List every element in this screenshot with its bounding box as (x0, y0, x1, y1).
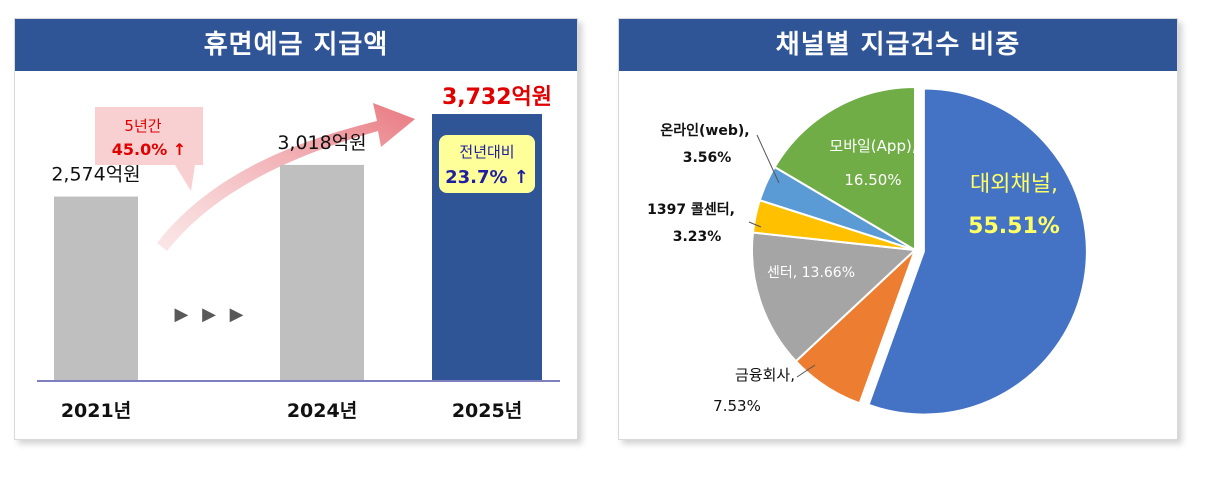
pie-label-5: 모바일(App), (829, 137, 916, 155)
x-tick-label-2: 2025년 (452, 400, 522, 422)
yoy-callout-box (439, 135, 535, 193)
growth-callout-label: 5년간 (124, 117, 161, 135)
leader-line-4 (756, 134, 780, 184)
pie-label-4: 온라인(web), (660, 122, 749, 139)
pie-slice-0 (867, 87, 1088, 416)
pie-value-label-3: 3.23% (673, 229, 722, 245)
leader-line-1 (796, 364, 816, 378)
payout-amount-panel: 휴면예금 지급액 2,574억원 2021년 3,018억원 2024년 3,732억원… (14, 18, 578, 440)
bar-0 (54, 196, 138, 380)
gap-arrows: ▶ ▶ ▶ (175, 304, 248, 325)
x-tick-label-1: 2024년 (287, 400, 357, 422)
pie-label-1: 금융회사, (735, 366, 795, 384)
pie-label-0: 대외채널, (970, 172, 1058, 197)
pie-value-label-0: 55.51% (968, 214, 1060, 239)
bar-1 (280, 164, 364, 380)
growth-arrow (157, 103, 415, 251)
yoy-callout-value: 23.7% ↑ (445, 167, 529, 188)
bar-value-label-1: 3,018억원 (277, 132, 366, 154)
bar-value-label-2: 3,732억원 (442, 85, 552, 110)
payout-amount-title: 휴면예금 지급액 (15, 19, 577, 71)
channel-share-title: 채널별 지급건수 비중 (619, 19, 1177, 71)
growth-callout-value: 45.0% ↑ (112, 140, 186, 159)
growth-callout-box (95, 107, 203, 191)
payout-bar-chart: 2,574억원 2021년 3,018억원 2024년 3,732억원 2025년 ▶ ▶ … (37, 85, 560, 422)
pie-value-label-1: 7.53% (713, 397, 761, 415)
leader-line-3 (748, 221, 762, 228)
pie-slice-2 (751, 231, 918, 363)
pie-label-3: 1397 콜센터, (647, 202, 735, 218)
pie-value-label-4: 3.56% (683, 150, 732, 166)
channel-share-panel: 채널별 지급건수 비중 대외채널, 55.51% 금융회사, 7.53% 센터, 13.… (618, 18, 1178, 440)
channel-pie-chart: 대외채널, 55.51% 금융회사, 7.53% 센터, 13.66% 1397 콜센터,… (647, 85, 1088, 416)
pie-label-2: 센터, 13.66% (767, 265, 855, 281)
x-tick-label-0: 2021년 (61, 400, 131, 422)
bar-value-label-0: 2,574억원 (51, 164, 140, 186)
yoy-callout-label: 전년대비 (459, 143, 514, 161)
pie-slice-5 (773, 85, 916, 252)
pie-value-label-5: 16.50% (844, 171, 901, 189)
